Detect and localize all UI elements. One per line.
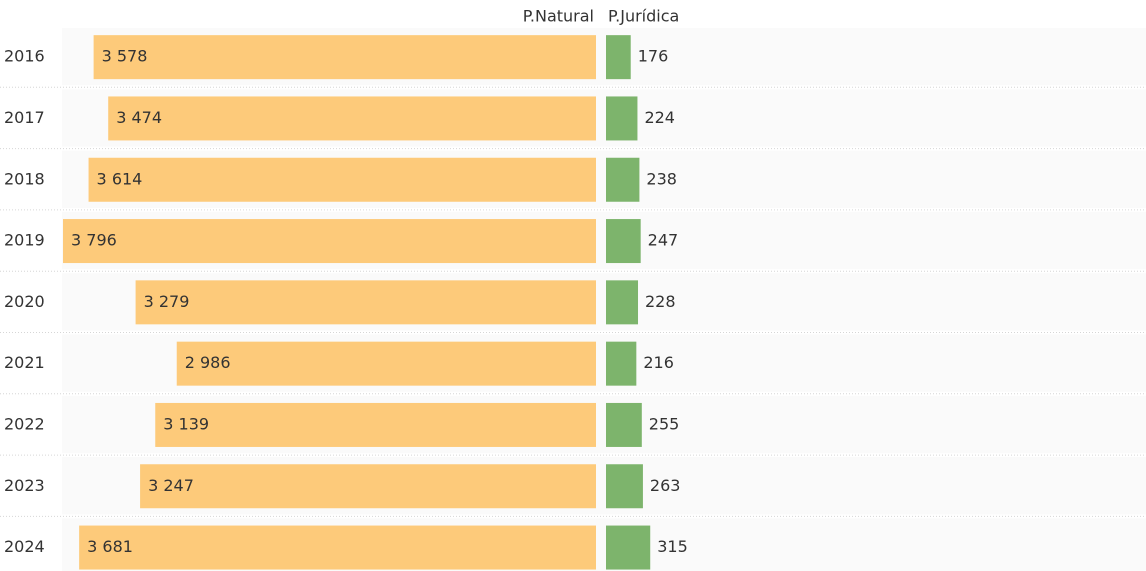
value-label: 3 247 (148, 476, 194, 495)
value-label: 228 (645, 292, 676, 311)
category-label: 2017 (4, 108, 45, 127)
category-label: 2019 (4, 231, 45, 250)
value-label: 3 614 (97, 169, 143, 188)
value-label: 216 (643, 353, 674, 372)
value-label: 3 474 (116, 108, 162, 127)
value-label: 224 (644, 108, 675, 127)
bar-juridica (606, 341, 637, 386)
bar-juridica (606, 280, 639, 325)
value-label: 315 (657, 537, 688, 556)
category-label: 2024 (4, 537, 45, 556)
value-label: 2 986 (185, 353, 231, 372)
bar-juridica (606, 525, 651, 570)
value-label: 238 (646, 169, 677, 188)
legend-natural: P.Natural (523, 7, 594, 26)
bar-natural (176, 341, 596, 386)
value-label: 176 (638, 47, 669, 66)
bar-natural (63, 219, 596, 264)
category-label: 2022 (4, 414, 45, 433)
category-label: 2020 (4, 292, 45, 311)
legend-juridica: P.Jurídica (608, 7, 679, 26)
bar-natural (155, 402, 596, 447)
value-label: 247 (648, 231, 679, 250)
bar-juridica (606, 35, 631, 80)
value-label: 3 139 (163, 414, 209, 433)
bar-juridica (606, 96, 638, 141)
bar-natural (88, 157, 596, 202)
bar-juridica (606, 157, 640, 202)
value-label: 3 279 (144, 292, 190, 311)
bar-natural (108, 96, 596, 141)
bar-natural (79, 525, 596, 570)
value-label: 3 796 (71, 231, 117, 250)
bar-juridica (606, 402, 642, 447)
value-label: 255 (649, 414, 680, 433)
value-label: 3 681 (87, 537, 133, 556)
bar-natural (135, 280, 596, 325)
category-label: 2021 (4, 353, 45, 372)
bar-natural (93, 35, 596, 80)
value-label: 263 (650, 476, 681, 495)
bar-juridica (606, 464, 643, 509)
category-label: 2023 (4, 476, 45, 495)
category-label: 2018 (4, 169, 45, 188)
value-label: 3 578 (102, 47, 148, 66)
category-label: 2016 (4, 47, 45, 66)
bar-juridica (606, 219, 641, 264)
bar-natural (140, 464, 596, 509)
